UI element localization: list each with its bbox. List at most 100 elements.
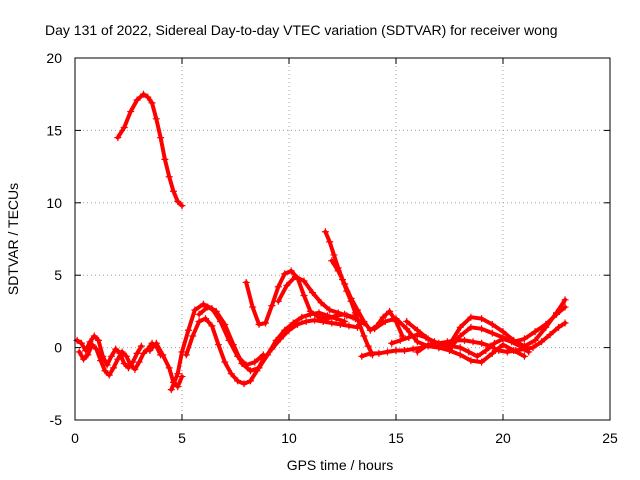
data-point: [334, 309, 342, 317]
data-point: [388, 339, 396, 347]
data-point: [268, 302, 276, 310]
y-tick-label: -5: [50, 412, 63, 428]
data-point: [261, 319, 269, 327]
data-point: [199, 300, 207, 308]
data-point: [161, 155, 169, 163]
data-point: [525, 348, 533, 356]
y-tick-label: 0: [54, 340, 62, 356]
data-point: [169, 187, 177, 195]
data-point: [291, 273, 299, 281]
data-point: [135, 358, 143, 366]
x-axis-label: GPS time / hours: [287, 457, 394, 473]
series-trace: [77, 341, 163, 378]
data-point: [326, 238, 334, 246]
data-point: [488, 329, 496, 337]
data-point: [317, 299, 325, 307]
data-point: [366, 349, 374, 357]
data-point: [174, 370, 182, 378]
data-point: [95, 336, 103, 344]
data-point: [409, 345, 417, 353]
data-point: [456, 344, 464, 352]
data-point: [467, 323, 475, 331]
data-point: [249, 303, 257, 311]
y-tick-label: 10: [46, 195, 62, 211]
data-point: [439, 341, 447, 349]
data-point: [482, 346, 490, 354]
data-point: [144, 93, 152, 101]
series-trace: [329, 258, 405, 338]
data-point: [101, 367, 109, 375]
data-point: [561, 319, 569, 327]
series-pass-12: [358, 319, 569, 360]
data-point: [139, 90, 147, 98]
data-point: [448, 342, 456, 350]
data-point: [302, 318, 310, 326]
data-point: [553, 310, 560, 318]
data-point: [114, 355, 122, 363]
data-point: [328, 257, 336, 265]
data-point: [300, 291, 308, 299]
series-trace: [115, 92, 184, 208]
data-point: [347, 294, 355, 302]
data-point: [255, 364, 263, 372]
data-point: [321, 228, 329, 236]
data-point: [490, 339, 498, 347]
data-point: [401, 346, 409, 354]
data-point: [467, 313, 475, 321]
data-point: [97, 357, 105, 365]
data-point: [561, 303, 569, 311]
data-point: [221, 320, 229, 328]
data-point: [165, 364, 173, 372]
data-point: [272, 336, 280, 344]
series-pass-3: [114, 90, 186, 210]
data-point: [208, 322, 216, 330]
data-point: [542, 320, 550, 328]
series-pass-1: [73, 332, 145, 372]
data-point: [403, 325, 411, 333]
data-point: [137, 342, 145, 350]
data-point: [413, 338, 421, 346]
data-point: [478, 358, 486, 366]
data-point: [555, 323, 563, 331]
data-point: [306, 307, 314, 315]
data-point: [478, 315, 486, 323]
data-point: [84, 351, 92, 359]
data-point: [520, 335, 528, 343]
data-point: [315, 313, 323, 321]
data-point: [112, 345, 120, 353]
x-tick-label: 10: [281, 430, 297, 446]
data-point: [189, 332, 197, 340]
data-point: [178, 348, 186, 356]
data-point: [204, 303, 212, 311]
data-point: [456, 323, 464, 331]
data-point: [478, 339, 486, 347]
data-point: [287, 267, 295, 275]
series-pass-16: [388, 331, 533, 360]
series-pass-2: [75, 339, 165, 379]
data-point: [460, 336, 468, 344]
x-tick-label: 5: [178, 430, 186, 446]
data-point: [531, 336, 539, 344]
data-point: [456, 351, 464, 359]
data-point: [174, 383, 182, 391]
data-point: [403, 318, 411, 326]
chart-title: Day 131 of 2022, Sidereal Day-to-day VTE…: [45, 22, 558, 38]
data-point: [131, 365, 139, 373]
data-point: [165, 173, 173, 181]
data-point: [146, 346, 154, 354]
data-point: [531, 328, 539, 336]
data-point: [184, 326, 192, 334]
data-point: [148, 99, 156, 107]
data-point: [120, 124, 128, 132]
data-point: [386, 307, 394, 315]
data-point: [343, 312, 351, 320]
data-point: [157, 134, 165, 142]
data-point: [383, 348, 391, 356]
plot-area: [73, 90, 569, 394]
series-pass-7: [195, 303, 349, 375]
data-point: [174, 197, 182, 205]
series-pass-4: [146, 339, 186, 391]
data-point: [289, 319, 297, 327]
data-point: [311, 316, 319, 324]
data-point: [234, 377, 242, 385]
